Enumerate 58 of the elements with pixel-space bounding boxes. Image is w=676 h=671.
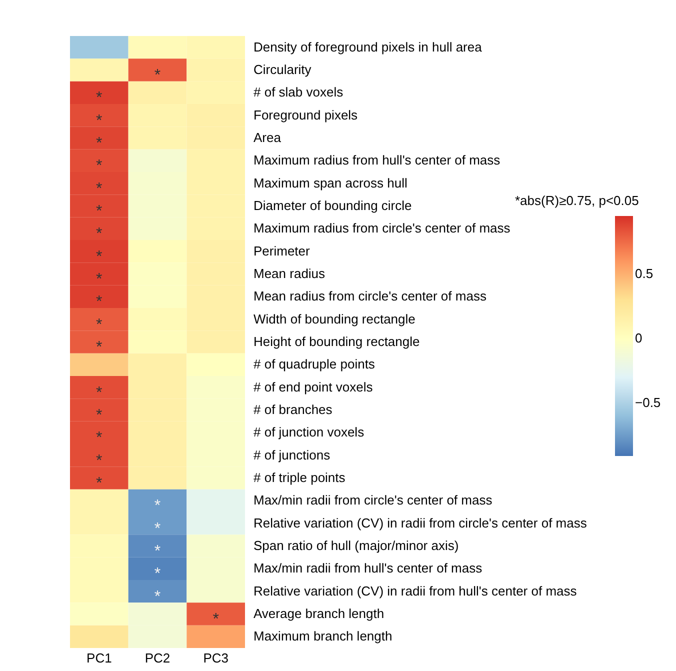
data-label: *	[96, 112, 102, 130]
data-label: *	[96, 430, 102, 447]
color-bar-label: −0.5	[635, 395, 661, 410]
data-label: *	[154, 543, 161, 560]
y-tick-label: Height of bounding rectangle	[254, 334, 420, 349]
y-tick-label: # of junctions	[254, 447, 331, 462]
y-tick-label: Mean radius from circle's center of mass	[254, 288, 487, 304]
y-tick-label: Relative variation (CV) in radii from hull's center of mass	[254, 583, 578, 598]
data-label: *	[154, 67, 161, 84]
data-label: *	[212, 611, 219, 628]
data-label: *	[96, 203, 102, 220]
y-tick-label: # of junction voxels	[254, 424, 365, 440]
data-label: *	[96, 271, 102, 288]
y-tick-label: Foreground pixels	[254, 107, 358, 122]
data-label: *	[96, 316, 102, 334]
data-label: *	[96, 158, 102, 175]
y-tick-label: Maximum span across hull	[254, 175, 408, 190]
data-label: *	[96, 135, 102, 152]
data-label: *	[154, 520, 161, 538]
y-tick-label: # of slab voxels	[254, 84, 344, 100]
y-tick-label: Perimeter	[254, 243, 311, 258]
data-label: *	[96, 294, 102, 311]
data-label: *	[96, 90, 102, 107]
y-tick-label: Relative variation (CV) in radii from circle's center of mass	[254, 515, 588, 530]
data-label: *	[96, 384, 102, 402]
x-tick-label: PC2	[144, 650, 170, 666]
x-tick-label: PC3	[203, 650, 228, 666]
y-tick-label: Maximum radius from hull's center of mass	[254, 152, 501, 168]
data-label: *	[96, 475, 102, 492]
y-tick-label: Max/min radii from hull's center of mass	[254, 560, 483, 576]
color-bar-label: 0	[635, 330, 642, 346]
data-label: *	[96, 407, 102, 424]
text: *abs(R)≥0.75, p<0.05	[515, 193, 639, 208]
y-tick-label: Maximum radius from circle's center of mass	[254, 220, 511, 236]
y-tick-label: Area	[254, 130, 282, 145]
y-tick-label: Circularity	[254, 62, 312, 77]
y-tick-label: Diameter of bounding circle	[254, 198, 412, 213]
data-label: *	[96, 339, 102, 356]
color-bar-label: 0.5	[635, 266, 654, 282]
y-tick-label: Average branch length	[254, 606, 384, 621]
data-label: *	[96, 180, 102, 198]
y-tick-label: Span ratio of hull (major/minor axis)	[254, 538, 459, 553]
data-label: *	[154, 588, 161, 606]
y-tick-label: Mean radius	[254, 266, 326, 281]
y-tick-label: # of end point voxels	[254, 379, 374, 394]
x-tick-label: PC1	[86, 650, 112, 666]
data-label: *	[96, 248, 102, 266]
data-label: *	[96, 452, 102, 470]
data-label: *	[96, 226, 102, 243]
y-tick-label: # of branches	[254, 402, 333, 417]
y-tick-label: # of triple points	[254, 470, 346, 485]
y-tick-label: Max/min radii from circle's center of mass	[254, 492, 493, 508]
y-tick-label: Maximum branch length	[254, 628, 392, 644]
y-tick-label: Width of bounding rectangle	[254, 311, 416, 326]
data-label: *	[154, 498, 161, 515]
data-label: *	[154, 566, 161, 583]
y-tick-label: # of quadruple points	[254, 356, 376, 372]
y-tick-label: Density of foreground pixels in hull area	[254, 39, 483, 54]
